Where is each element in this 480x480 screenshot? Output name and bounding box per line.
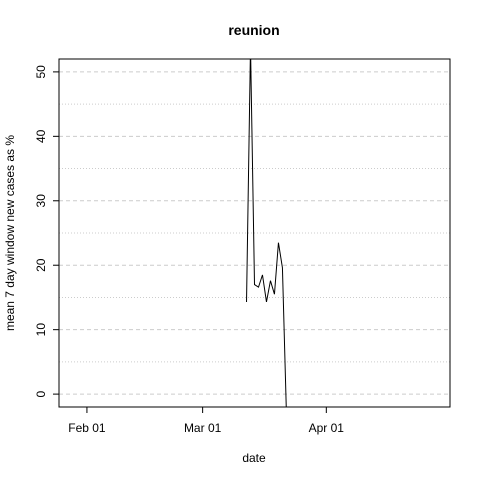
y-tick-label: 30 (34, 194, 48, 208)
grid (59, 71, 450, 395)
y-axis: 0 10 20 30 40 50 (34, 65, 59, 397)
x-tick-label: Feb 01 (68, 421, 106, 435)
y-tick-label: 40 (34, 129, 48, 143)
y-axis-label: mean 7 day window new cases as % (3, 135, 17, 331)
series-layer (246, 59, 287, 407)
y-tick-label: 50 (34, 65, 48, 79)
plot-frame (58, 58, 451, 408)
chart-title: reunion (228, 22, 279, 38)
x-tick-label: Apr 01 (309, 421, 345, 435)
x-axis-label: date (242, 451, 266, 465)
x-axis: Feb 01 Mar 01 Apr 01 (68, 407, 344, 435)
series-line (246, 59, 287, 407)
y-tick-label: 0 (34, 390, 48, 397)
x-tick-label: Mar 01 (184, 421, 222, 435)
y-tick-label: 20 (34, 258, 48, 272)
y-tick-label: 10 (34, 323, 48, 337)
